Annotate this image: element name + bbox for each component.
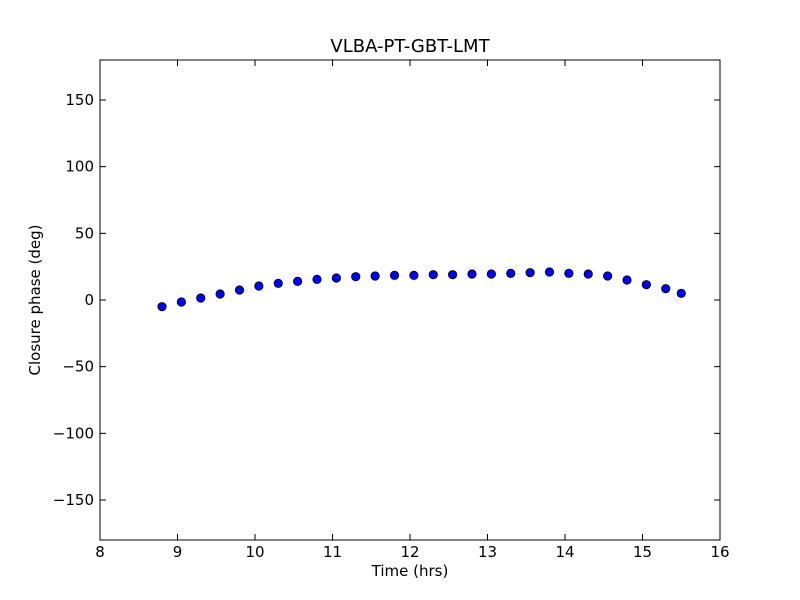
x-tick-label: 9 xyxy=(173,543,183,561)
data-point xyxy=(370,271,380,281)
plot-frame xyxy=(99,59,721,541)
data-point xyxy=(506,268,516,278)
x-tick-label: 11 xyxy=(323,543,342,561)
y-tick-label: 150 xyxy=(65,91,94,109)
data-point xyxy=(389,270,400,280)
data-point xyxy=(293,276,303,286)
data-point xyxy=(157,302,167,312)
y-tick-label: −50 xyxy=(62,358,94,376)
y-axis-label: Closure phase (deg) xyxy=(26,225,44,376)
x-tick-label: 10 xyxy=(245,543,264,561)
data-point xyxy=(448,270,458,280)
data-point xyxy=(603,271,613,281)
data-point xyxy=(409,270,419,280)
data-point xyxy=(428,270,438,280)
y-tick-label: 0 xyxy=(84,291,94,309)
data-point xyxy=(486,269,496,279)
x-tick-label: 13 xyxy=(478,543,497,561)
data-point xyxy=(676,288,686,298)
data-point xyxy=(583,269,593,279)
y-tick-label: 50 xyxy=(75,224,94,242)
y-tick-label: 100 xyxy=(65,158,94,176)
data-point xyxy=(196,293,206,303)
chart-title: VLBA-PT-GBT-LMT xyxy=(330,36,490,57)
data-point xyxy=(331,273,341,283)
plot-area: 8 9 10 11 12 13 14 15 16 −150 −100 −50 0 50 100 150 xyxy=(53,60,730,561)
data-point xyxy=(564,268,574,278)
x-tick-label: 15 xyxy=(633,543,652,561)
data-point xyxy=(467,269,477,279)
y-tick-label: −150 xyxy=(53,491,94,509)
data-point xyxy=(622,275,632,285)
data-point xyxy=(234,285,245,295)
y-tick-label: −100 xyxy=(53,424,94,442)
data-point xyxy=(525,268,535,278)
x-tick-label: 16 xyxy=(710,543,729,561)
data-point xyxy=(351,272,361,282)
x-tick-label: 12 xyxy=(400,543,419,561)
data-point xyxy=(544,267,555,277)
x-tick-label: 8 xyxy=(95,543,105,561)
data-point xyxy=(215,289,225,299)
data-point xyxy=(273,278,283,288)
data-point xyxy=(641,280,651,290)
data-point xyxy=(661,284,671,294)
data-point xyxy=(312,274,322,284)
x-tick-label: 14 xyxy=(555,543,574,561)
data-point xyxy=(254,281,264,291)
x-axis-label: Time (hrs) xyxy=(371,562,449,580)
data-point xyxy=(176,297,186,307)
